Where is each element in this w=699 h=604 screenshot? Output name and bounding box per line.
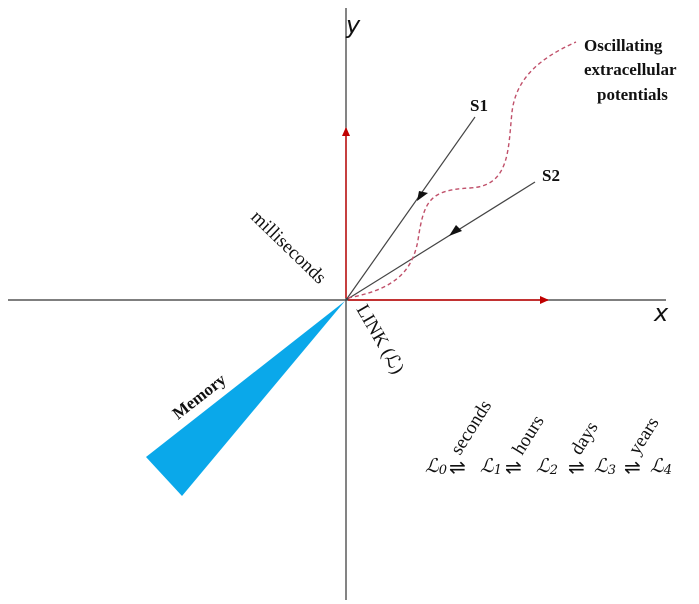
node-l1: ℒ1	[480, 455, 502, 478]
oscillating-label-line3: potentials	[597, 85, 668, 104]
milliseconds-label: milliseconds	[247, 206, 331, 288]
transition-days: days	[566, 418, 602, 459]
transition-hours: hours	[508, 412, 548, 459]
node-l3: ℒ3	[594, 455, 616, 478]
y-axis-label: y	[345, 11, 361, 39]
oscillating-potential-curve	[347, 41, 577, 299]
oscillating-label-line2: extracellular	[584, 60, 677, 79]
node-l0: ℒ0	[425, 455, 447, 478]
equilibrium-arrow-4: ⇌	[624, 455, 641, 479]
transition-seconds: seconds	[446, 397, 496, 459]
link-label: LINK (ℒ)	[352, 301, 408, 378]
s1-label: S1	[470, 96, 488, 115]
s2-line	[345, 181, 536, 301]
equilibrium-arrow-2: ⇌	[505, 455, 522, 479]
timescale-sequence: ℒ0 ⇌ seconds ℒ1 ⇌ hours ℒ2 ⇌ days ℒ3 ⇌ y…	[425, 397, 672, 479]
equilibrium-arrow-3: ⇌	[568, 455, 585, 479]
node-l4: ℒ4	[650, 455, 672, 478]
s1-line	[345, 116, 476, 301]
equilibrium-arrow-1: ⇌	[449, 455, 466, 479]
memory-wedge	[146, 301, 345, 496]
s1-direction-arrowhead	[417, 191, 428, 201]
x-axis-label: x	[653, 299, 669, 327]
transition-years: years	[624, 414, 663, 459]
oscillating-label-line1: Oscillating	[584, 36, 663, 55]
node-l2: ℒ2	[536, 455, 558, 478]
s2-direction-arrowhead	[449, 225, 462, 236]
s2-label: S2	[542, 166, 560, 185]
